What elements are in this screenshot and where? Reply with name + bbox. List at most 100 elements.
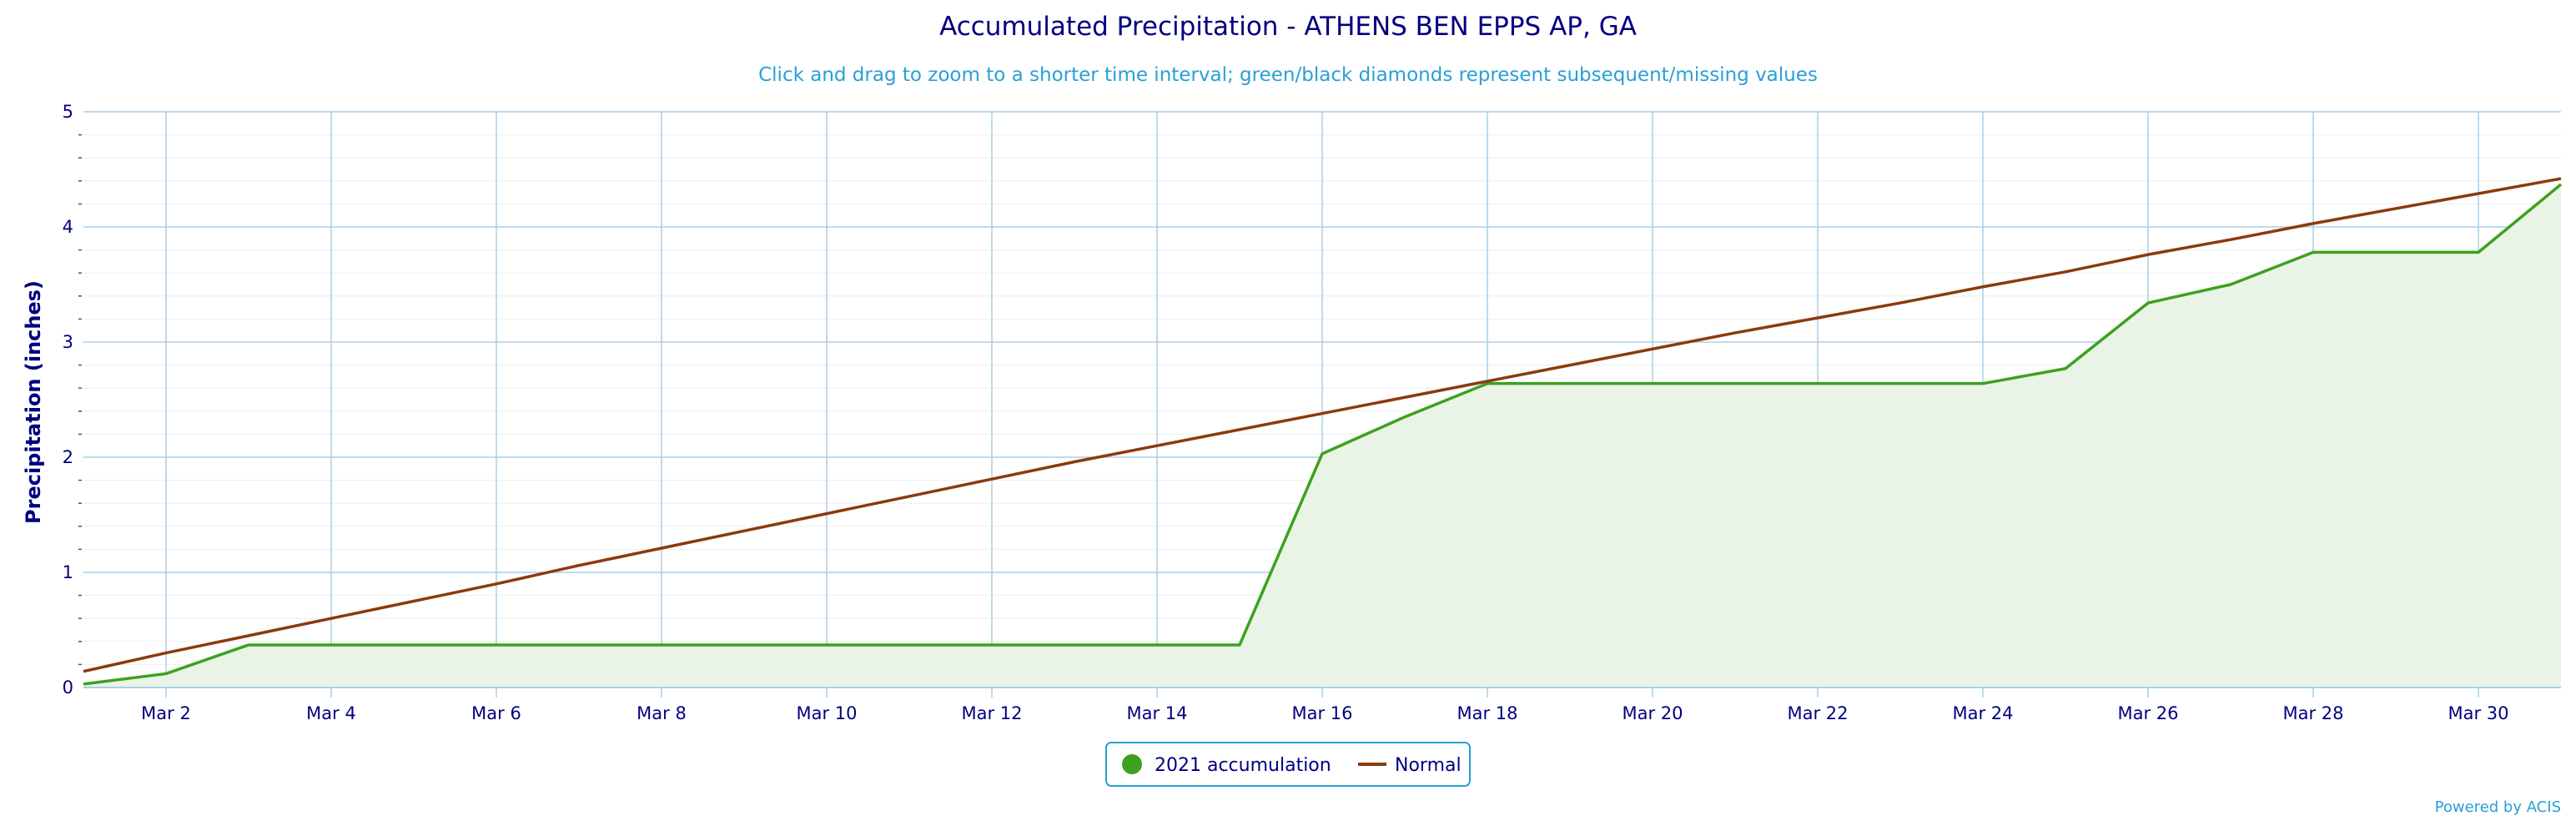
accumulation-point: [2063, 366, 2068, 371]
accumulation-point: [494, 642, 499, 647]
normal-point: [2146, 252, 2151, 257]
accumulation-point: [411, 642, 416, 647]
normal-point: [2063, 269, 2068, 275]
x-tick-label: Mar 16: [1291, 703, 1352, 723]
accumulation-point: [2228, 282, 2233, 287]
normal-point: [81, 669, 86, 674]
normal-point: [1815, 315, 1820, 320]
x-tick-label: Mar 14: [1126, 703, 1187, 723]
y-axis-title: Precipitation (inches): [22, 280, 45, 524]
accumulation-point: [989, 642, 994, 647]
y-tick-label: 0: [63, 677, 73, 698]
normal-point: [1072, 460, 1077, 465]
chart-title: Accumulated Precipitation - ATHENS BEN E…: [939, 12, 1637, 42]
normal-point: [907, 494, 912, 499]
x-tick-label: Mar 10: [796, 703, 857, 723]
normal-point: [246, 633, 251, 638]
x-tick-label: Mar 24: [1952, 703, 2013, 723]
x-tick-label: Mar 26: [2117, 703, 2178, 723]
accumulation-point: [2393, 249, 2398, 254]
y-tick-label: 3: [63, 332, 73, 352]
x-tick-label: Mar 4: [306, 703, 356, 723]
legend-item-normal[interactable]: Normal: [1358, 755, 1462, 776]
y-tick-label: 1: [63, 562, 73, 582]
normal-point: [1898, 300, 1903, 305]
normal-point: [411, 599, 416, 604]
accumulation-point: [1815, 381, 1820, 386]
normal-point: [1402, 395, 1407, 400]
accumulation-point: [1155, 642, 1160, 647]
accumulation-point: [1567, 381, 1572, 386]
normal-point: [2228, 237, 2233, 242]
accumulation-point: [329, 642, 334, 647]
accumulation-point: [576, 642, 581, 647]
chart-subtitle: Click and drag to zoom to a shorter time…: [758, 64, 1818, 86]
y-tick-label: 5: [63, 102, 73, 122]
accumulation-point: [824, 642, 829, 647]
accumulation-point: [1320, 451, 1325, 456]
accumulation-point: [246, 642, 251, 647]
accumulation-line: [83, 183, 2563, 686]
normal-point: [2311, 221, 2316, 226]
accumulation-point: [2476, 249, 2481, 254]
normal-point: [989, 476, 994, 481]
accumulation-point: [1237, 642, 1242, 647]
normal-point: [2393, 206, 2398, 211]
accumulation-point: [2558, 182, 2563, 187]
acis-credit[interactable]: Powered by ACIS: [2435, 798, 2561, 816]
normal-point: [1980, 285, 1985, 290]
normal-point: [1320, 411, 1325, 416]
legend-normal-label: Normal: [1395, 755, 1462, 776]
x-axis: Mar 2 Mar 4 Mar 6 Mar 8 Mar 10 Mar 12 Mar 14 Ma…: [83, 687, 2561, 723]
normal-point: [1567, 363, 1572, 368]
normal-point: [494, 582, 499, 587]
plot-area[interactable]: [81, 176, 2563, 688]
accumulation-area: [83, 184, 2561, 688]
y-tick-label: 4: [63, 217, 73, 237]
accumulation-point: [1898, 381, 1903, 386]
x-tick-label: Mar 6: [471, 703, 521, 723]
accumulation-point: [1072, 642, 1077, 647]
accumulation-point: [2311, 249, 2316, 254]
accumulation-point: [907, 642, 912, 647]
x-tick-label: Mar 12: [961, 703, 1022, 723]
normal-line: [83, 177, 2562, 673]
legend-box: [1105, 742, 1471, 787]
x-tick-label: Mar 30: [2448, 703, 2508, 723]
accumulation-point: [742, 642, 747, 647]
x-tick-label: Mar 8: [636, 703, 687, 723]
accumulation-point: [659, 642, 664, 647]
accumulation-point: [1650, 381, 1655, 386]
legend-accumulation-marker: [1122, 754, 1142, 774]
normal-point: [329, 616, 334, 621]
normal-point: [1155, 443, 1160, 448]
normal-point: [576, 563, 581, 568]
legend[interactable]: 2021 accumulation Normal: [1105, 742, 1471, 787]
accumulation-point: [2146, 300, 2151, 305]
accumulation-point: [1980, 381, 1985, 386]
normal-point: [2558, 176, 2563, 181]
normal-point: [824, 511, 829, 516]
normal-point: [1237, 427, 1242, 432]
accumulation-point: [1733, 381, 1738, 386]
x-tick-label: Mar 28: [2282, 703, 2343, 723]
x-tick-label: Mar 18: [1457, 703, 1517, 723]
accumulation-point: [81, 682, 86, 687]
accumulation-point: [164, 671, 169, 676]
accumulation-point: [1402, 415, 1407, 420]
normal-point: [1485, 379, 1490, 384]
y-tick-label: 2: [63, 447, 73, 467]
legend-accumulation-label: 2021 accumulation: [1155, 755, 1331, 776]
normal-point: [742, 528, 747, 533]
x-tick-label: Mar 20: [1622, 703, 1683, 723]
x-tick-label: Mar 2: [141, 703, 191, 723]
normal-point: [659, 546, 664, 551]
normal-point: [164, 651, 169, 656]
legend-item-accumulation[interactable]: 2021 accumulation: [1122, 754, 1331, 776]
normal-point: [1733, 330, 1738, 335]
normal-point: [1650, 346, 1655, 351]
y-axis: 0 1 2 3 4 5: [63, 102, 82, 698]
x-tick-label: Mar 22: [1787, 703, 1848, 723]
normal-point: [2476, 191, 2481, 196]
